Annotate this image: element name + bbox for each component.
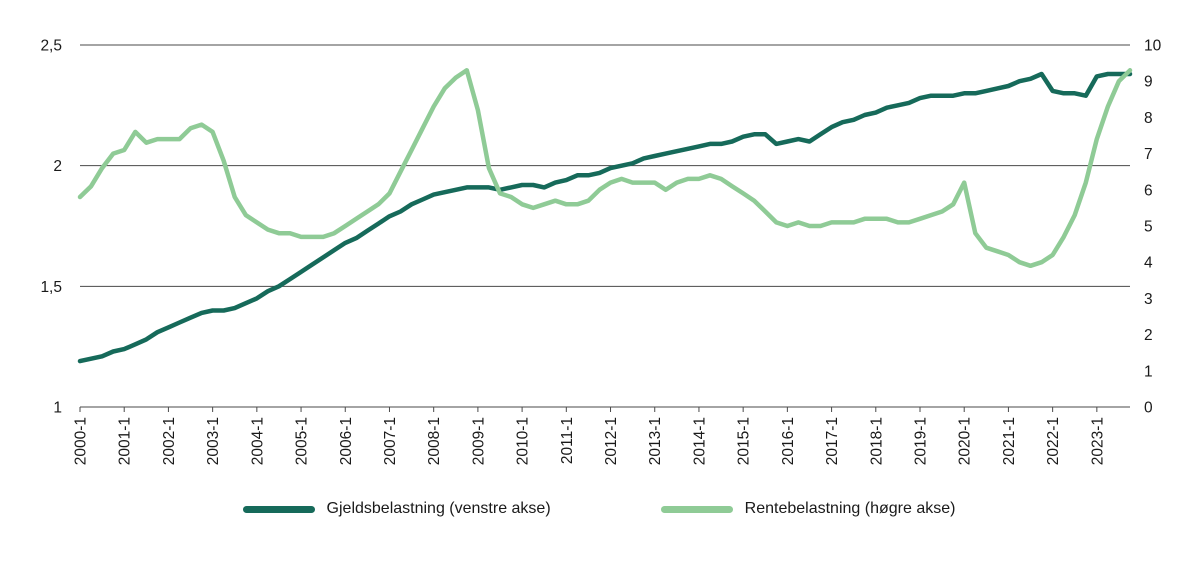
svg-text:2003-1: 2003-1 [205, 417, 222, 465]
svg-text:2016-1: 2016-1 [780, 417, 797, 465]
svg-text:10: 10 [1144, 38, 1162, 55]
svg-text:2022-1: 2022-1 [1045, 417, 1062, 465]
svg-text:2004-1: 2004-1 [249, 417, 266, 465]
legend-item-gjeldsbelastning: Gjeldsbelastning (venstre akse) [242, 500, 551, 518]
svg-text:9: 9 [1144, 74, 1153, 91]
svg-text:2018-1: 2018-1 [868, 417, 885, 465]
svg-text:8: 8 [1144, 110, 1153, 127]
svg-text:2013-1: 2013-1 [647, 417, 664, 465]
svg-text:2021-1: 2021-1 [1001, 417, 1018, 465]
svg-text:2012-1: 2012-1 [603, 417, 620, 465]
svg-text:5: 5 [1144, 219, 1153, 236]
svg-text:4: 4 [1144, 255, 1153, 272]
svg-text:6: 6 [1144, 182, 1153, 199]
svg-text:1: 1 [1144, 363, 1153, 380]
svg-text:1: 1 [53, 400, 62, 417]
svg-text:2005-1: 2005-1 [294, 417, 311, 465]
svg-text:7: 7 [1144, 146, 1153, 163]
svg-text:2009-1: 2009-1 [470, 417, 487, 465]
svg-text:2020-1: 2020-1 [957, 417, 974, 465]
svg-text:2014-1: 2014-1 [691, 417, 708, 465]
svg-text:1,5: 1,5 [40, 279, 62, 296]
svg-text:2017-1: 2017-1 [824, 417, 841, 465]
legend-label-rentebelastning: Rentebelastning (høgre akse) [744, 500, 956, 517]
svg-text:2008-1: 2008-1 [426, 417, 443, 465]
legend-swatch-gjeldsbelastning-icon [242, 505, 315, 513]
svg-text:2019-1: 2019-1 [913, 417, 930, 465]
legend-label-gjeldsbelastning: Gjeldsbelastning (venstre akse) [326, 500, 551, 517]
svg-text:2: 2 [1144, 327, 1153, 344]
chart-legend: Gjeldsbelastning (venstre akse) Rentebel… [0, 500, 1198, 518]
legend-item-rentebelastning: Rentebelastning (høgre akse) [660, 500, 956, 518]
svg-text:3: 3 [1144, 291, 1153, 308]
svg-text:2010-1: 2010-1 [515, 417, 532, 465]
svg-text:2002-1: 2002-1 [161, 417, 178, 465]
svg-text:2023-1: 2023-1 [1089, 417, 1106, 465]
svg-text:2015-1: 2015-1 [736, 417, 753, 465]
svg-text:2,5: 2,5 [40, 38, 62, 55]
svg-text:2: 2 [53, 158, 62, 175]
svg-text:2001-1: 2001-1 [117, 417, 134, 465]
svg-text:2007-1: 2007-1 [382, 417, 399, 465]
svg-text:2011-1: 2011-1 [559, 417, 576, 464]
legend-swatch-rentebelastning-icon [660, 505, 733, 513]
svg-text:2000-1: 2000-1 [73, 417, 90, 465]
svg-text:2006-1: 2006-1 [338, 417, 355, 465]
svg-text:0: 0 [1144, 400, 1153, 417]
